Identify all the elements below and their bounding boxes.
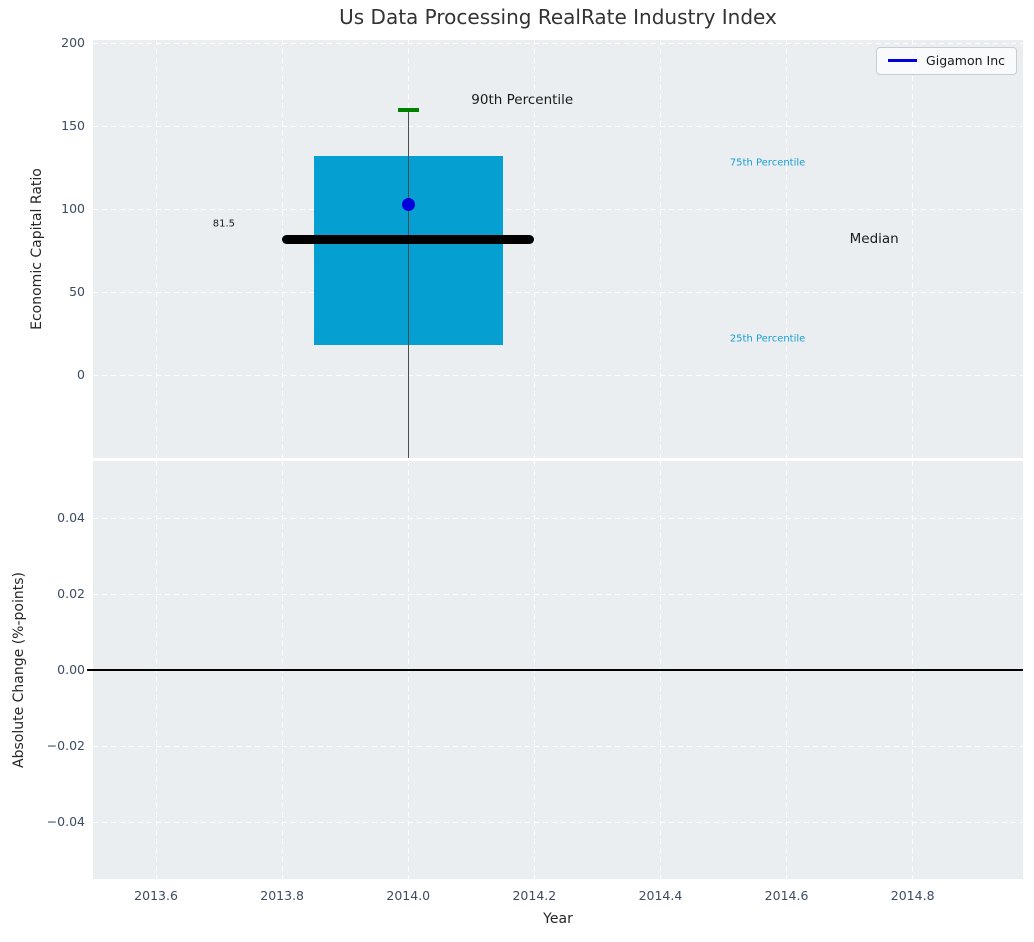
y-tick-label: 0.02 — [57, 586, 85, 602]
y-tick-label: 100 — [61, 201, 85, 217]
x-tick-label: 2014.0 — [386, 888, 431, 903]
legend: Gigamon Inc — [876, 47, 1017, 75]
plot-economic-capital-ratio: 90th Percentile 75th Percentile Median 25th… — [93, 40, 1023, 458]
annotation-81-5: 81.5 — [212, 218, 236, 230]
annotation-90th-percentile: 90th Percentile — [471, 91, 574, 108]
x-tick-label: 2014.2 — [512, 888, 557, 903]
annotation-25th-percentile: 25th Percentile — [729, 333, 806, 345]
whisker-line — [407, 109, 409, 458]
gridline-vertical — [281, 40, 283, 458]
x-tick-label: 2014.8 — [890, 888, 935, 903]
gridline-vertical — [786, 40, 788, 458]
legend-label: Gigamon Inc — [926, 53, 1005, 68]
p90-cap-marker — [397, 107, 419, 113]
zero-line — [93, 669, 1023, 671]
gridline-vertical — [912, 40, 914, 458]
gridline-horizontal — [93, 208, 1023, 210]
gridline-horizontal — [93, 517, 1023, 519]
y-tick-label: 0.00 — [57, 662, 85, 678]
gridline-vertical — [155, 40, 157, 458]
x-tick-label: 2013.8 — [260, 888, 305, 903]
gridline-horizontal — [93, 593, 1023, 595]
x-tick-label: 2014.4 — [638, 888, 683, 903]
y-tick-label: 200 — [61, 35, 85, 51]
chart-title: Us Data Processing RealRate Industry Ind… — [339, 5, 777, 29]
y-tick-label: 150 — [61, 118, 85, 134]
gridline-horizontal — [93, 125, 1023, 127]
plot-absolute-change — [93, 461, 1023, 879]
y-tick-label: 50 — [69, 284, 85, 300]
gridline-horizontal — [93, 42, 1023, 44]
x-tick-label: 2014.6 — [764, 888, 809, 903]
gridline-vertical — [533, 40, 535, 458]
annotation-75th-percentile: 75th Percentile — [729, 157, 806, 169]
annotation-median: Median — [849, 231, 899, 248]
x-axis-label: Year — [543, 911, 573, 927]
y-tick-label: −0.02 — [46, 738, 85, 754]
legend-line-sample — [888, 59, 918, 62]
zero-line-tick — [87, 669, 93, 671]
gridline-horizontal — [93, 821, 1023, 823]
y-tick-label: 0 — [77, 367, 85, 383]
y-axis-label-top: Economic Capital Ratio — [29, 168, 45, 330]
gridline-horizontal — [93, 291, 1023, 293]
y-tick-label: 0.04 — [57, 510, 85, 526]
gridline-horizontal — [93, 745, 1023, 747]
company-data-point — [401, 197, 415, 211]
y-tick-label: −0.04 — [46, 814, 85, 830]
gridline-horizontal — [93, 374, 1023, 376]
median-line — [282, 235, 535, 245]
x-tick-label: 2013.6 — [134, 888, 178, 903]
gridline-vertical — [659, 40, 661, 458]
